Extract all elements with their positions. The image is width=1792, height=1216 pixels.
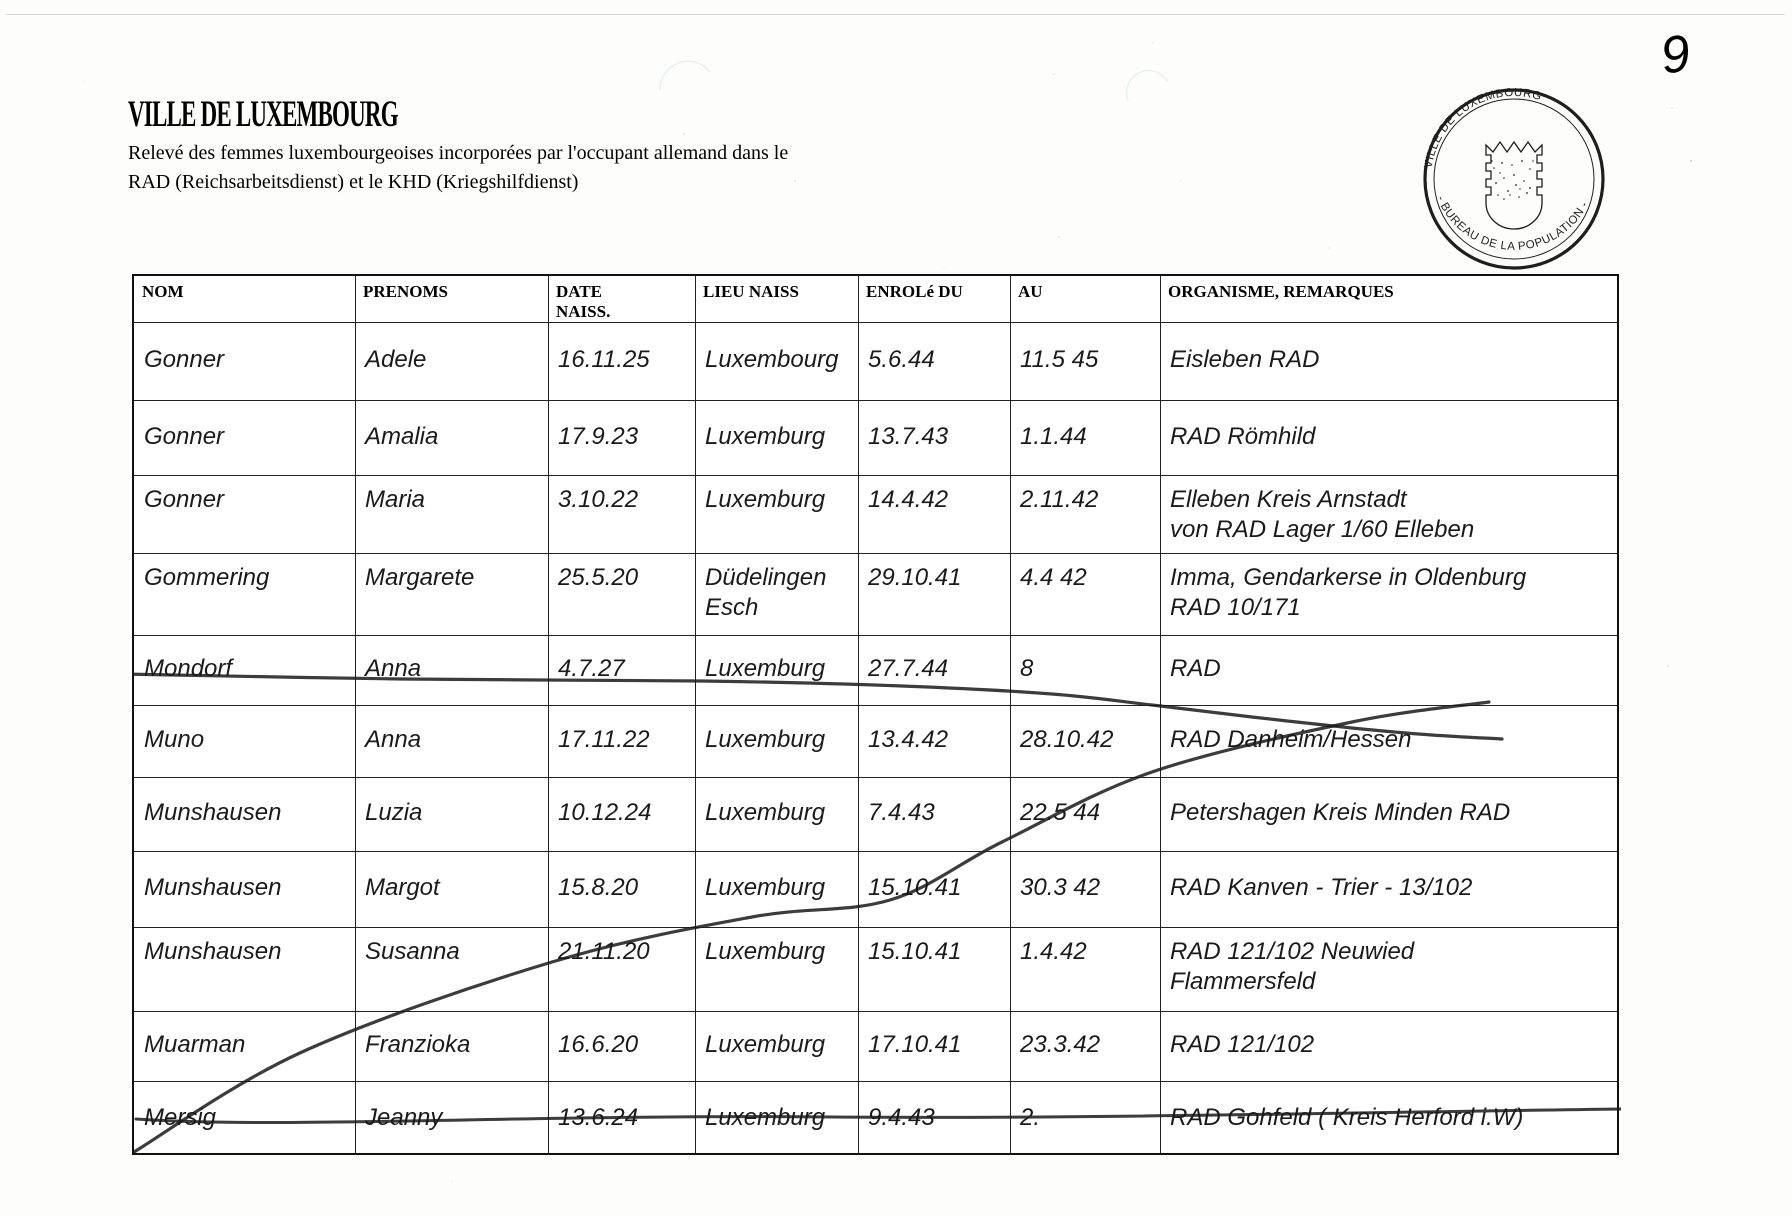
svg-text:- BUREAU DE LA POPULATION -: - BUREAU DE LA POPULATION -: [1434, 194, 1591, 253]
